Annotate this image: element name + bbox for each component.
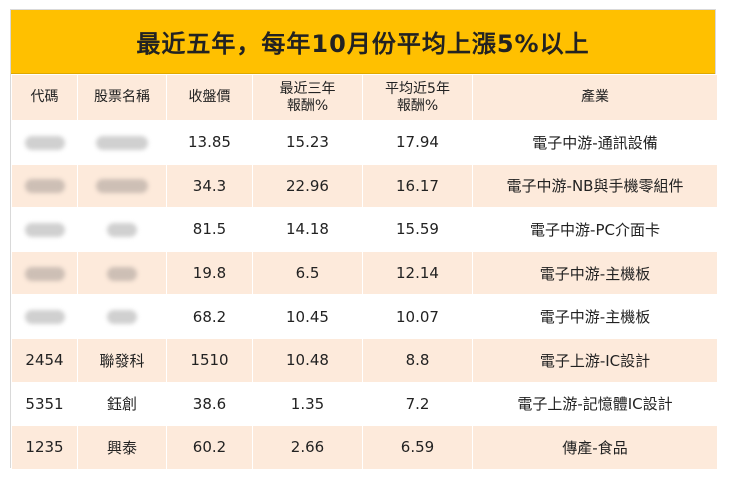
table-row: 13.85 15.23 17.94 電子中游-通訊設備 — [11, 120, 718, 165]
cell-industry: 電子中游-PC介面卡 — [472, 207, 718, 252]
header-name: 股票名稱 — [77, 74, 167, 121]
cell-code: 5351 — [11, 381, 78, 427]
cell-code — [11, 294, 78, 339]
table-title: 最近五年，每年10月份平均上漲5%以上 — [136, 30, 590, 58]
header-3yr-return-line2: 報酬% — [286, 97, 329, 114]
cell-name — [77, 163, 167, 209]
cell-3yr-return: 10.48 — [252, 337, 363, 383]
cell-industry: 電子中游-通訊設備 — [472, 120, 718, 165]
header-3yr-return-line1: 最近三年 — [279, 80, 336, 97]
header-5yr-avg-return: 平均近5年 報酬% — [362, 74, 473, 121]
table-row: 68.2 10.45 10.07 電子中游-主機板 — [11, 294, 718, 339]
cell-5yr-avg-return: 7.2 — [362, 381, 473, 427]
cell-industry: 電子上游-記憶體IC設計 — [472, 381, 718, 427]
cell-industry: 傳產-食品 — [472, 425, 718, 470]
header-close: 收盤價 — [166, 74, 253, 121]
table-row: 2454 聯發科 1510 10.48 8.8 電子上游-IC設計 — [11, 337, 718, 383]
cell-3yr-return: 6.5 — [252, 250, 363, 296]
header-industry: 產業 — [472, 74, 718, 121]
cell-5yr-avg-return: 12.14 — [362, 250, 473, 296]
cell-code — [11, 207, 78, 252]
cell-name: 聯發科 — [77, 337, 167, 383]
table-row: 19.8 6.5 12.14 電子中游-主機板 — [11, 250, 718, 296]
cell-close: 19.8 — [166, 250, 253, 296]
cell-code: 2454 — [11, 337, 78, 383]
title-banner: 最近五年，每年10月份平均上漲5%以上 — [11, 10, 715, 74]
stock-table: 代碼 股票名稱 收盤價 最近三年 報酬% 平均近5年 報酬% 產業 13.85 … — [11, 74, 718, 470]
cell-name — [77, 250, 167, 296]
cell-close: 34.3 — [166, 163, 253, 209]
redacted-mark — [24, 179, 65, 194]
redacted-mark — [24, 310, 65, 325]
table-row: 5351 鈺創 38.6 1.35 7.2 電子上游-記憶體IC設計 — [11, 381, 718, 427]
cell-3yr-return: 1.35 — [252, 381, 363, 427]
cell-industry: 電子中游-主機板 — [472, 250, 718, 296]
header-5yr-avg-line2: 報酬% — [396, 97, 439, 114]
header-row: 代碼 股票名稱 收盤價 最近三年 報酬% 平均近5年 報酬% 產業 — [11, 74, 718, 121]
cell-5yr-avg-return: 15.59 — [362, 207, 473, 252]
redacted-mark — [107, 310, 137, 325]
cell-code: 1235 — [11, 425, 78, 470]
redacted-mark — [24, 135, 65, 150]
cell-3yr-return: 10.45 — [252, 294, 363, 339]
cell-close: 81.5 — [166, 207, 253, 252]
table-card: 最近五年，每年10月份平均上漲5%以上 代碼 股票名稱 收盤價 最近三年 報酬%… — [10, 9, 718, 470]
header-code: 代碼 — [11, 74, 78, 121]
cell-3yr-return: 15.23 — [252, 120, 363, 165]
cell-5yr-avg-return: 6.59 — [362, 425, 473, 470]
header-5yr-avg-line1: 平均近5年 — [385, 80, 450, 97]
redacted-mark — [24, 266, 65, 281]
redacted-mark — [24, 222, 65, 237]
cell-3yr-return: 2.66 — [252, 425, 363, 470]
cell-industry: 電子中游-NB與手機零組件 — [472, 163, 718, 209]
cell-5yr-avg-return: 8.8 — [362, 337, 473, 383]
cell-5yr-avg-return: 17.94 — [362, 120, 473, 165]
cell-3yr-return: 22.96 — [252, 163, 363, 209]
cell-code — [11, 250, 78, 296]
redacted-mark — [96, 135, 148, 150]
cell-name — [77, 294, 167, 339]
cell-close: 68.2 — [166, 294, 253, 339]
cell-close: 13.85 — [166, 120, 253, 165]
cell-5yr-avg-return: 16.17 — [362, 163, 473, 209]
cell-3yr-return: 14.18 — [252, 207, 363, 252]
redacted-mark — [107, 266, 137, 281]
cell-name: 興泰 — [77, 425, 167, 470]
cell-name: 鈺創 — [77, 381, 167, 427]
redacted-mark — [107, 222, 137, 237]
cell-close: 60.2 — [166, 425, 253, 470]
table-row: 34.3 22.96 16.17 電子中游-NB與手機零組件 — [11, 163, 718, 209]
table-row: 81.5 14.18 15.59 電子中游-PC介面卡 — [11, 207, 718, 252]
cell-name — [77, 120, 167, 165]
cell-close: 38.6 — [166, 381, 253, 427]
cell-5yr-avg-return: 10.07 — [362, 294, 473, 339]
cell-industry: 電子上游-IC設計 — [472, 337, 718, 383]
table-row: 1235 興泰 60.2 2.66 6.59 傳產-食品 — [11, 425, 718, 470]
cell-code — [11, 120, 78, 165]
cell-industry: 電子中游-主機板 — [472, 294, 718, 339]
cell-close: 1510 — [166, 337, 253, 383]
redacted-mark — [96, 179, 148, 194]
cell-code — [11, 163, 78, 209]
cell-name — [77, 207, 167, 252]
header-3yr-return: 最近三年 報酬% — [252, 74, 363, 121]
